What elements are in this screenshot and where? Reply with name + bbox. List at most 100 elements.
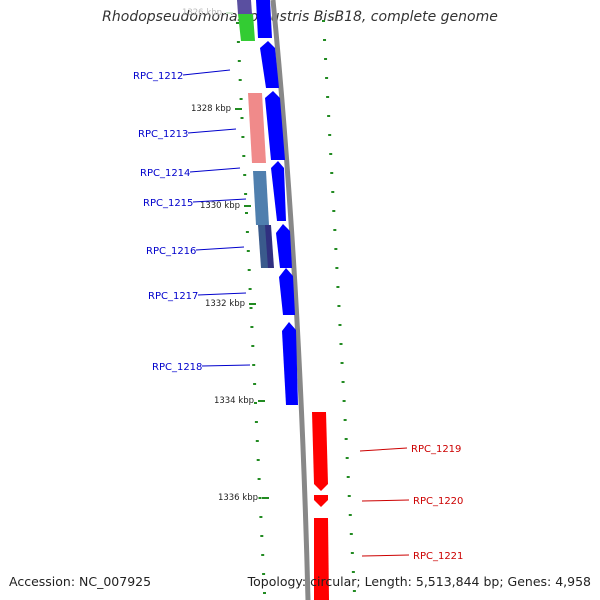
scale-tick	[245, 212, 248, 214]
cds-arrow	[314, 518, 329, 600]
scale-tick	[245, 231, 249, 233]
kbp-tick	[249, 303, 256, 305]
kbp-scale-label: 1334 kbp	[214, 396, 265, 406]
cds-arrow	[256, 0, 272, 38]
gene-label[interactable]: RPC_1212	[133, 69, 231, 82]
scale-tick	[244, 193, 248, 195]
kbp-scale-label: 1330 kbp	[200, 201, 251, 211]
scale-tick	[242, 155, 246, 157]
scale-tick	[341, 381, 345, 383]
scale-tick	[256, 459, 260, 461]
scale-tick	[330, 172, 334, 174]
leader-line	[361, 499, 410, 502]
scale-tick	[329, 153, 333, 155]
scale-tick	[263, 592, 266, 594]
kbp-label-text: 1334 kbp	[214, 396, 254, 406]
cds-arrow	[276, 224, 292, 268]
kbp-scale-label: 1328 kbp	[191, 104, 242, 114]
scale-tick	[246, 250, 250, 252]
scale-tick	[258, 497, 262, 499]
kbp-label-text: 1336 kbp	[218, 493, 258, 503]
scale-tick	[324, 58, 328, 60]
scale-tick	[342, 400, 346, 402]
leader-line	[192, 198, 247, 203]
scale-tick	[334, 248, 338, 250]
scale-tick	[247, 269, 251, 271]
kbp-label-text: 1330 kbp	[200, 201, 240, 211]
gene-label-text: RPC_1216	[146, 246, 196, 257]
gene-label-text: RPC_1221	[413, 551, 463, 562]
topology-summary: Topology: circular; Length: 5,513,844 bp…	[247, 574, 591, 589]
scale-tick	[322, 20, 325, 22]
gene-label[interactable]: RPC_1214	[140, 167, 241, 179]
gene-label[interactable]: RPC_1213	[138, 128, 237, 140]
scale-tick	[261, 554, 265, 556]
feature-segment	[265, 225, 274, 268]
kbp-tick	[262, 497, 269, 499]
leader-line	[187, 128, 237, 134]
kbp-label-layer: 1326 kbp 1328 kbp 1330 kbp 1332 kbp 1334 kbp…	[182, 8, 269, 503]
scale-tick	[248, 288, 252, 290]
gene-label[interactable]: RPC_1221	[361, 551, 463, 562]
leader-line	[182, 69, 231, 76]
gene-label[interactable]: RPC_1220	[361, 496, 463, 507]
scale-tick	[257, 478, 261, 480]
scale-tick	[347, 495, 351, 497]
scale-tick	[348, 514, 352, 516]
gene-label-text: RPC_1215	[143, 198, 193, 209]
scale-tick	[333, 229, 337, 231]
feature-segment	[253, 171, 269, 225]
leader-line	[359, 447, 408, 452]
leader-line	[361, 554, 410, 557]
scale-tick	[350, 552, 354, 554]
scale-tick	[332, 210, 336, 212]
kbp-label-text: 1332 kbp	[205, 299, 245, 309]
gene-label[interactable]: RPC_1215	[143, 198, 247, 209]
scale-tick	[243, 174, 247, 176]
scale-tick	[344, 438, 348, 440]
cds-arrow	[260, 41, 279, 88]
gene-label-text: RPC_1220	[413, 496, 463, 507]
scale-tick	[237, 60, 241, 62]
kbp-label-text: 1328 kbp	[191, 104, 231, 114]
leader-line	[197, 292, 247, 296]
scale-tick	[346, 476, 350, 478]
gene-label-layer: RPC_1212 RPC_1213 RPC_1214 RPC_1215 RPC_1216…	[133, 69, 463, 562]
scale-tick	[236, 22, 239, 24]
scale-tick	[236, 41, 240, 43]
kbp-tick	[258, 400, 265, 402]
gene-label-text: RPC_1219	[411, 444, 461, 455]
scale-tick	[336, 286, 340, 288]
gene-label[interactable]: RPC_1217	[148, 291, 247, 302]
leader-line	[189, 167, 241, 173]
scale-tick	[335, 267, 339, 269]
gene-label[interactable]: RPC_1219	[359, 444, 461, 455]
cds-arrow	[265, 91, 285, 160]
leader-line	[195, 246, 245, 251]
scale-tick	[254, 421, 258, 423]
scale-tick	[254, 402, 257, 404]
scale-tick	[328, 134, 332, 136]
scale-tick	[343, 419, 347, 421]
scale-tick	[345, 457, 349, 459]
scale-tick	[337, 305, 341, 307]
feature-track	[237, 0, 274, 268]
scale-tick	[241, 136, 245, 138]
scale-tick	[259, 516, 263, 518]
cds-arrow	[271, 161, 286, 221]
kbp-label-text: 1326 kbp	[182, 8, 222, 18]
kbp-scale-label: 1336 kbp	[218, 493, 269, 503]
scale-tick	[253, 383, 257, 385]
cds-arrow	[314, 495, 328, 507]
scale-tick	[262, 573, 266, 575]
accession-text: Accession: NC_007925	[9, 574, 152, 589]
gene-label[interactable]: RPC_1216	[146, 246, 245, 257]
gene-label-text: RPC_1212	[133, 71, 183, 82]
feature-segment	[238, 14, 255, 41]
scale-tick	[249, 307, 253, 309]
gene-label[interactable]: RPC_1218	[152, 362, 251, 373]
feature-segment	[248, 93, 266, 163]
map-title: Rhodopseudomonas palustris BisB18, compl…	[102, 9, 498, 25]
